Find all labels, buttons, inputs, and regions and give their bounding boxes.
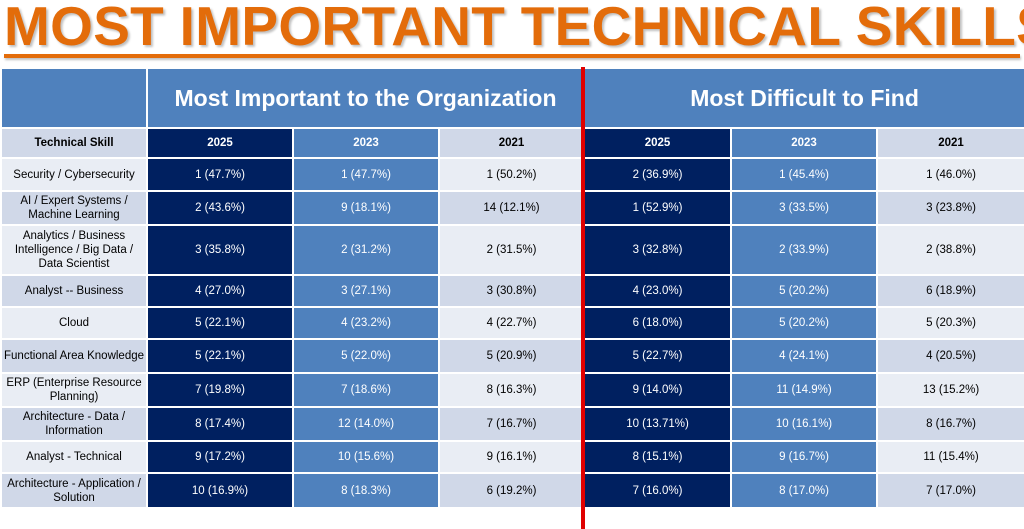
- year-header: 2025: [583, 127, 733, 159]
- important-2023-cell: 7 (18.6%): [292, 372, 440, 408]
- skill-name: Architecture - Data / Information: [0, 406, 148, 442]
- group-header-important: Most Important to the Organization: [145, 67, 586, 129]
- skill-name: ERP (Enterprise Resource Planning): [0, 372, 148, 408]
- important-2021-cell: 7 (16.7%): [437, 406, 586, 442]
- important-2023-cell: 12 (14.0%): [292, 406, 440, 442]
- important-2023-cell: 10 (15.6%): [292, 440, 440, 474]
- important-2021-cell: 6 (19.2%): [437, 472, 586, 509]
- important-2023-cell: 8 (18.3%): [292, 472, 440, 509]
- section-divider: [581, 67, 585, 529]
- skill-name: AI / Expert Systems / Machine Learning: [0, 190, 148, 226]
- table-row: Architecture - Data / Information 8 (17.4…: [0, 406, 1024, 442]
- important-2025-cell: 7 (19.8%): [146, 372, 294, 408]
- important-2023-cell: 9 (18.1%): [292, 190, 440, 226]
- difficult-2023-cell: 11 (14.9%): [730, 372, 879, 408]
- difficult-2023-cell: 2 (33.9%): [730, 224, 879, 276]
- skill-name: Analyst -- Business: [0, 274, 148, 308]
- difficult-2021-cell: 7 (17.0%): [876, 472, 1024, 509]
- difficult-2023-cell: 1 (45.4%): [730, 157, 879, 192]
- important-2021-cell: 3 (30.8%): [437, 274, 586, 308]
- important-2025-cell: 4 (27.0%): [146, 274, 294, 308]
- skills-table: Most Important to the Organization Most …: [0, 67, 1024, 509]
- important-2023-cell: 2 (31.2%): [292, 224, 440, 276]
- empty-corner-header: [0, 67, 148, 129]
- difficult-2023-cell: 8 (17.0%): [730, 472, 879, 509]
- important-2021-cell: 5 (20.9%): [437, 338, 586, 374]
- group-header-difficult: Most Difficult to Find: [583, 67, 1024, 129]
- difficult-2025-cell: 1 (52.9%): [583, 190, 733, 226]
- important-2023-cell: 5 (22.0%): [292, 338, 440, 374]
- table-row: Security / Cybersecurity 1 (47.7%) 1 (47.7…: [0, 157, 1024, 192]
- important-2021-cell: 1 (50.2%): [437, 157, 586, 192]
- table-row: Architecture - Application / Solution 10 …: [0, 472, 1024, 509]
- difficult-2021-cell: 4 (20.5%): [876, 338, 1024, 374]
- difficult-2025-cell: 7 (16.0%): [583, 472, 733, 509]
- difficult-2025-cell: 10 (13.71%): [583, 406, 733, 442]
- important-2025-cell: 5 (22.1%): [146, 306, 294, 340]
- important-2025-cell: 5 (22.1%): [146, 338, 294, 374]
- difficult-2025-cell: 5 (22.7%): [583, 338, 733, 374]
- difficult-2023-cell: 4 (24.1%): [730, 338, 879, 374]
- skill-column-header: Technical Skill: [0, 127, 148, 159]
- skill-name: Architecture - Application / Solution: [0, 472, 148, 509]
- important-2021-cell: 9 (16.1%): [437, 440, 586, 474]
- table-row: AI / Expert Systems / Machine Learning 2 …: [0, 190, 1024, 226]
- important-2025-cell: 9 (17.2%): [146, 440, 294, 474]
- table-row: Analyst -- Business 4 (27.0%) 3 (27.1%) 3 (…: [0, 274, 1024, 308]
- difficult-2025-cell: 6 (18.0%): [583, 306, 733, 340]
- important-2025-cell: 3 (35.8%): [146, 224, 294, 276]
- difficult-2021-cell: 8 (16.7%): [876, 406, 1024, 442]
- table-row: Cloud 5 (22.1%) 4 (23.2%) 4 (22.7%) 6 (18.0%…: [0, 306, 1024, 340]
- difficult-2025-cell: 9 (14.0%): [583, 372, 733, 408]
- year-header: 2025: [146, 127, 294, 159]
- difficult-2025-cell: 2 (36.9%): [583, 157, 733, 192]
- important-2023-cell: 3 (27.1%): [292, 274, 440, 308]
- important-2023-cell: 1 (47.7%): [292, 157, 440, 192]
- difficult-2023-cell: 3 (33.5%): [730, 190, 879, 226]
- year-header: 2023: [292, 127, 440, 159]
- skill-name: Analytics / Business Intelligence / Big …: [0, 224, 148, 276]
- difficult-2025-cell: 4 (23.0%): [583, 274, 733, 308]
- year-header: 2023: [730, 127, 879, 159]
- skill-name: Analyst - Technical: [0, 440, 148, 474]
- title-underline: [4, 54, 1020, 58]
- important-2021-cell: 8 (16.3%): [437, 372, 586, 408]
- difficult-2023-cell: 9 (16.7%): [730, 440, 879, 474]
- table-row: ERP (Enterprise Resource Planning) 7 (19.…: [0, 372, 1024, 408]
- slide-title: MOST IMPORTANT TECHNICAL SKILLS: [4, 0, 1024, 57]
- important-2021-cell: 4 (22.7%): [437, 306, 586, 340]
- difficult-2025-cell: 8 (15.1%): [583, 440, 733, 474]
- important-2025-cell: 8 (17.4%): [146, 406, 294, 442]
- important-2025-cell: 10 (16.9%): [146, 472, 294, 509]
- table-row: Analytics / Business Intelligence / Big …: [0, 224, 1024, 276]
- skill-name: Security / Cybersecurity: [0, 157, 148, 192]
- difficult-2025-cell: 3 (32.8%): [583, 224, 733, 276]
- difficult-2021-cell: 6 (18.9%): [876, 274, 1024, 308]
- important-2025-cell: 2 (43.6%): [146, 190, 294, 226]
- table-row: Analyst - Technical 9 (17.2%) 10 (15.6%) 9 …: [0, 440, 1024, 474]
- difficult-2021-cell: 5 (20.3%): [876, 306, 1024, 340]
- skill-name: Functional Area Knowledge: [0, 338, 148, 374]
- difficult-2023-cell: 5 (20.2%): [730, 274, 879, 308]
- year-header: 2021: [437, 127, 586, 159]
- skill-name: Cloud: [0, 306, 148, 340]
- important-2021-cell: 2 (31.5%): [437, 224, 586, 276]
- difficult-2021-cell: 3 (23.8%): [876, 190, 1024, 226]
- table-row: Functional Area Knowledge 5 (22.1%) 5 (22.…: [0, 338, 1024, 374]
- difficult-2023-cell: 5 (20.2%): [730, 306, 879, 340]
- difficult-2023-cell: 10 (16.1%): [730, 406, 879, 442]
- important-2021-cell: 14 (12.1%): [437, 190, 586, 226]
- difficult-2021-cell: 13 (15.2%): [876, 372, 1024, 408]
- important-2025-cell: 1 (47.7%): [146, 157, 294, 192]
- year-header: 2021: [876, 127, 1024, 159]
- difficult-2021-cell: 2 (38.8%): [876, 224, 1024, 276]
- difficult-2021-cell: 11 (15.4%): [876, 440, 1024, 474]
- important-2023-cell: 4 (23.2%): [292, 306, 440, 340]
- difficult-2021-cell: 1 (46.0%): [876, 157, 1024, 192]
